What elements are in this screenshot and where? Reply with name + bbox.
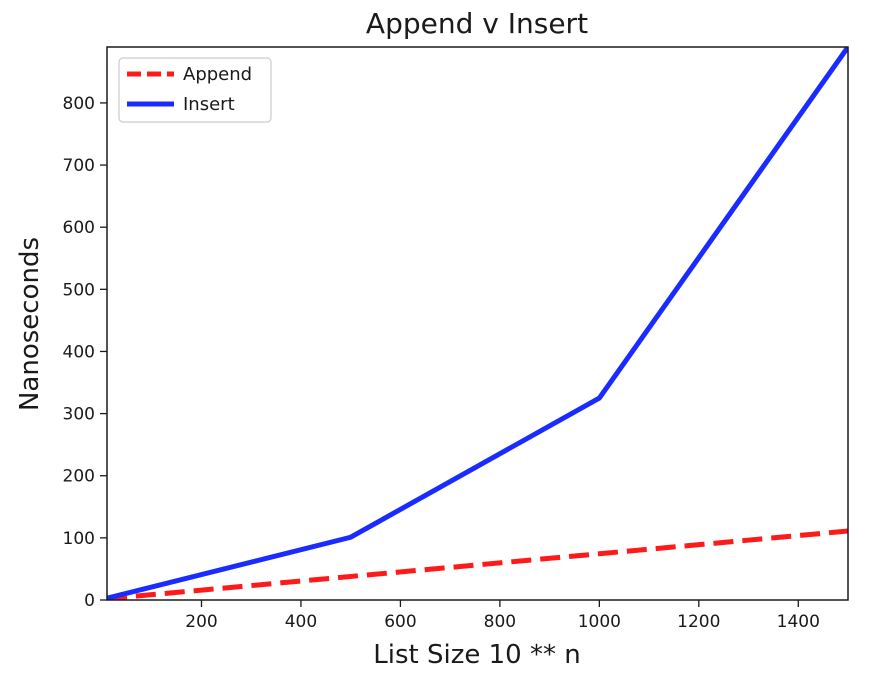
- x-tick-label: 1000: [578, 612, 621, 632]
- x-tick-label: 1400: [777, 612, 820, 632]
- x-tick-label: 600: [384, 612, 416, 632]
- axes-layer: 200 400 600 800 1000 1200 1400 0 100 200 300 400 500…: [63, 46, 849, 632]
- x-tick-label: 1200: [677, 612, 720, 632]
- x-tick-label: 200: [185, 612, 217, 632]
- x-axis-title: List Size 10 ** n: [373, 640, 580, 670]
- y-tick-label: 600: [63, 218, 95, 238]
- plot-background: [107, 47, 848, 600]
- y-tick-label: 200: [63, 467, 95, 487]
- legend-label-append: Append: [183, 64, 252, 85]
- y-tick-label: 700: [63, 156, 95, 176]
- x-tick-label: 400: [285, 612, 317, 632]
- y-tick-label: 800: [63, 94, 95, 114]
- y-axis-title: Nanoseconds: [15, 237, 45, 411]
- y-tick-label: 300: [63, 405, 95, 425]
- y-tick-label: 0: [84, 591, 95, 611]
- plot-frame: [106, 46, 849, 601]
- legend-label-insert: Insert: [183, 94, 235, 115]
- series-line-append: [107, 528, 848, 600]
- series-layer: [107, 47, 848, 600]
- plot-area: [107, 47, 848, 600]
- chart-title: Append v Insert: [366, 7, 588, 40]
- legend: Append Insert: [118, 57, 272, 123]
- y-tick-label: 500: [63, 280, 95, 300]
- y-tick-label: 400: [63, 342, 95, 362]
- series-line-insert: [107, 47, 848, 600]
- x-tick-label: 800: [484, 612, 516, 632]
- y-tick-label: 100: [63, 529, 95, 549]
